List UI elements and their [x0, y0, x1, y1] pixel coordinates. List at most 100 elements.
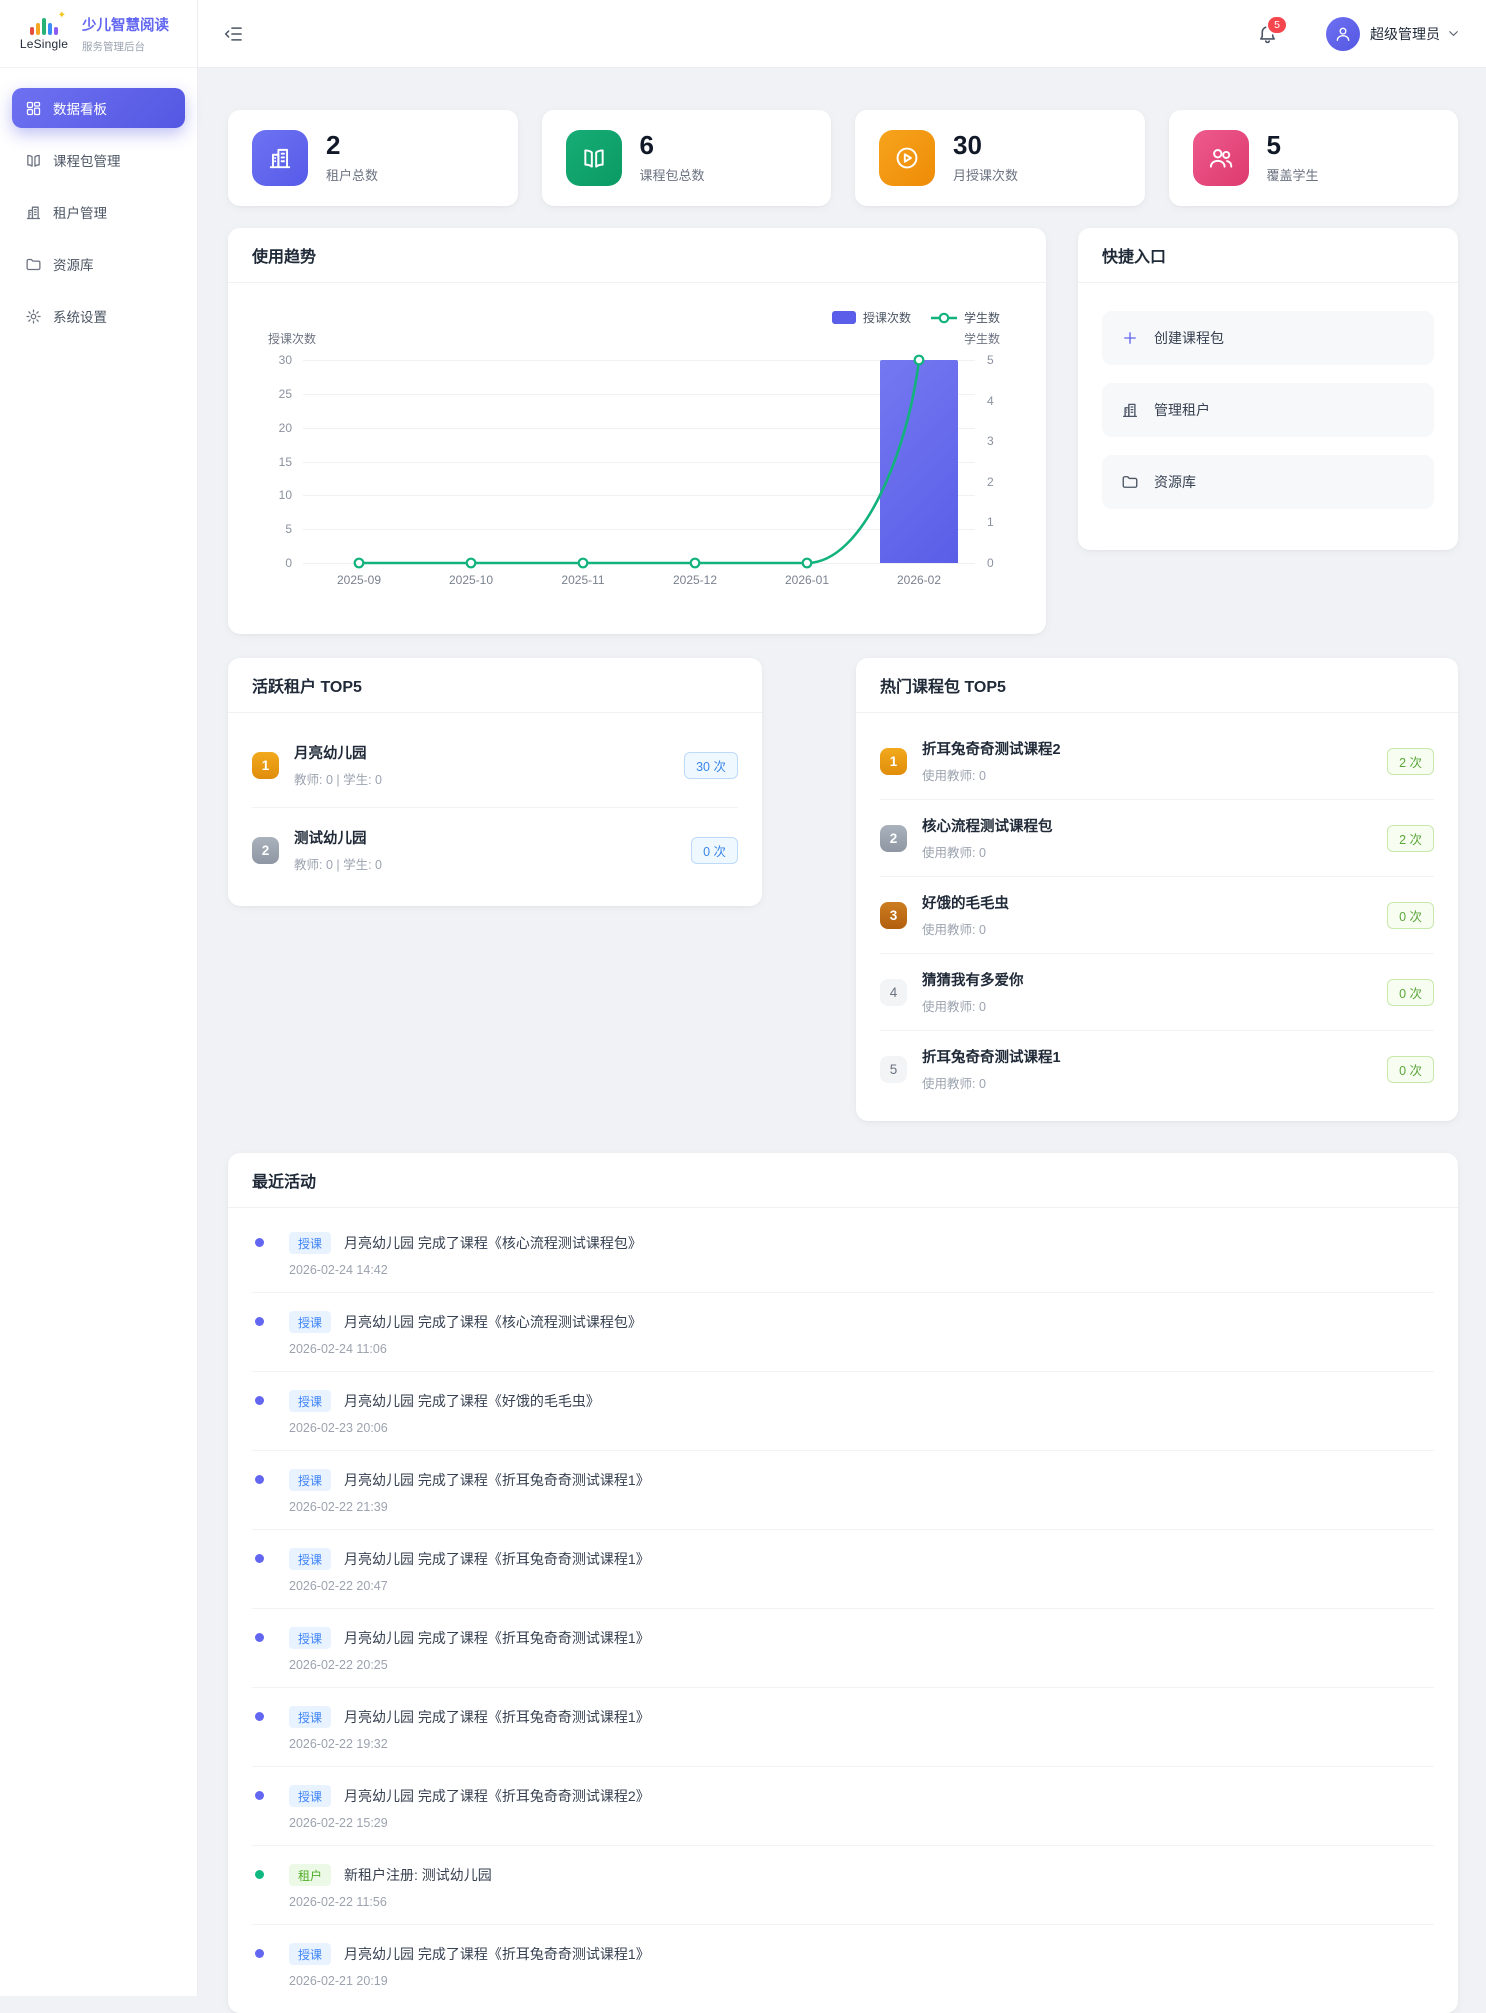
package-rank-item: 2 核心流程测试课程包 使用教师: 0 2 次 [880, 800, 1434, 877]
rank-item-sub: 使用教师: 0 [922, 846, 986, 860]
x-axis-label: 2025-09 [336, 573, 382, 587]
gridline [303, 495, 975, 497]
activity-dot-icon [255, 1949, 264, 1958]
sidebar-item-folder[interactable]: 资源库 [12, 244, 185, 284]
legend-bar-marker-icon [831, 311, 856, 324]
right-tick: 3 [987, 434, 994, 449]
usage-count-pill: 0 次 [1387, 1055, 1434, 1083]
activity-item: 授课 月亮幼儿园 完成了课程《折耳兔奇奇测试课程1》 2026-02-21 20:1… [252, 1925, 1434, 2003]
activity-timestamp: 2026-02-22 19:32 [289, 1737, 388, 1751]
stat-value: 6 [639, 130, 654, 161]
activity-timestamp: 2026-02-24 14:42 [289, 1263, 388, 1277]
activity-timestamp: 2026-02-21 20:19 [289, 1974, 388, 1988]
sidebar-item-label: 课程包管理 [53, 154, 121, 169]
legend-item-lessons[interactable]: 授课次数 [831, 309, 911, 326]
sidebar-item-book[interactable]: 课程包管理 [12, 140, 185, 180]
quick-entry-label: 资源库 [1154, 474, 1196, 490]
stat-icon-wrap [252, 130, 308, 186]
building-icon [25, 204, 42, 221]
activity-item: 授课 月亮幼儿园 完成了课程《核心流程测试课程包》 2026-02-24 11:06 [252, 1293, 1434, 1372]
sidebar: ✦ LeSingle 少儿智慧阅读 服务管理后台 数据看板 课程包管理 租户管理 资源… [0, 0, 198, 1996]
activity-dot-icon [255, 1475, 264, 1484]
stats-row: 2 租户总数 6 课程包总数 30 月授课次数 5 覆盖学生 [228, 110, 1458, 206]
usage-count-pill: 0 次 [1387, 978, 1434, 1006]
user-name[interactable]: 超级管理员 [1370, 25, 1440, 42]
brand-title: 少儿智慧阅读 [82, 17, 169, 34]
stat-value: 5 [1266, 130, 1281, 161]
gridline [303, 393, 975, 395]
rank-item-name: 折耳兔奇奇测试课程2 [922, 742, 1061, 758]
chevron-down-icon[interactable] [1447, 27, 1460, 40]
quick-entry-label: 管理租户 [1154, 402, 1210, 418]
activity-dot-icon [255, 1712, 264, 1721]
quick-entry-building[interactable]: 管理租户 [1102, 383, 1434, 437]
main-content: 2 租户总数 6 课程包总数 30 月授课次数 5 覆盖学生 使用趋势 授课次数 学生数 授课次… [198, 68, 1486, 2013]
rank-badge: 1 [880, 747, 907, 775]
quick-entry-folder[interactable]: 资源库 [1102, 455, 1434, 509]
sidebar-item-label: 系统设置 [53, 310, 107, 325]
quick-entry-label: 创建课程包 [1154, 330, 1224, 346]
right-tick: 0 [987, 556, 994, 570]
stat-label: 月授课次数 [953, 167, 1019, 183]
sidebar-menu: 数据看板课程包管理租户管理资源库系统设置 [0, 68, 197, 336]
chart-legend: 授课次数 学生数 [831, 309, 1000, 326]
rank-item-sub: 使用教师: 0 [922, 769, 986, 783]
activity-item: 授课 月亮幼儿园 完成了课程《核心流程测试课程包》 2026-02-24 14:42 [252, 1214, 1434, 1293]
sidebar-item-building[interactable]: 租户管理 [12, 192, 185, 232]
active-tenants-title: 活跃租户 TOP5 [228, 658, 762, 713]
activity-text: 月亮幼儿园 完成了课程《核心流程测试课程包》 [344, 1235, 642, 1251]
building-icon [267, 145, 293, 171]
rank-item-sub: 使用教师: 0 [922, 1077, 986, 1091]
activity-text: 月亮幼儿园 完成了课程《折耳兔奇奇测试课程1》 [344, 1946, 650, 1962]
activity-tag: 授课 [289, 1785, 332, 1807]
quick-entry-plus[interactable]: 创建课程包 [1102, 311, 1434, 365]
right-tick: 2 [987, 474, 994, 489]
students-line-series [353, 354, 925, 569]
play-icon [894, 145, 920, 171]
brand-logo: ✦ LeSingle [16, 10, 72, 51]
x-axis-label: 2025-10 [448, 573, 494, 587]
sidebar-item-dashboard[interactable]: 数据看板 [12, 88, 185, 128]
activity-timestamp: 2026-02-22 21:39 [289, 1500, 388, 1514]
package-rank-item: 3 好饿的毛毛虫 使用教师: 0 0 次 [880, 877, 1434, 954]
rank-item-sub: 教师: 0 | 学生: 0 [294, 773, 382, 787]
activity-timestamp: 2026-02-22 15:29 [289, 1816, 388, 1830]
brand-logo-text: LeSingle [19, 36, 69, 51]
dashboard-icon [25, 100, 42, 117]
tenant-rank-item: 2 测试幼儿园 教师: 0 | 学生: 0 0 次 [252, 808, 738, 892]
left-tick: 30 [278, 353, 292, 367]
usage-count-pill: 0 次 [691, 836, 738, 864]
activity-dot-icon [255, 1317, 264, 1326]
avatar[interactable] [1326, 16, 1360, 51]
stat-icon-wrap [1192, 130, 1249, 186]
sidebar-item-gear[interactable]: 系统设置 [12, 296, 185, 336]
sidebar-collapse-icon[interactable] [224, 24, 244, 44]
legend-item-students[interactable]: 学生数 [930, 309, 1000, 326]
gridline [303, 360, 975, 361]
hot-packages-title: 热门课程包 TOP5 [856, 658, 1458, 713]
logo-bars-icon: ✦ [30, 10, 66, 35]
folder-icon [25, 256, 42, 273]
stat-label: 课程包总数 [639, 167, 705, 183]
activity-item: 授课 月亮幼儿园 完成了课程《折耳兔奇奇测试课程1》 2026-02-22 19:3… [252, 1688, 1434, 1767]
rank-item-sub: 使用教师: 0 [922, 1000, 986, 1014]
activity-dot-icon [255, 1554, 264, 1563]
right-tick: 4 [987, 393, 994, 408]
activity-text: 月亮幼儿园 完成了课程《好饿的毛毛虫》 [344, 1393, 600, 1409]
stat-icon-wrap [879, 130, 935, 186]
activity-timestamp: 2026-02-22 20:25 [289, 1658, 388, 1672]
active-tenants-card: 活跃租户 TOP5 1 月亮幼儿园 教师: 0 | 学生: 0 30 次 2 测试幼儿园教… [228, 658, 762, 906]
package-rank-item: 4 猜猜我有多爱你 使用教师: 0 0 次 [880, 954, 1434, 1031]
activity-tag: 授课 [289, 1311, 332, 1333]
recent-activity-card: 最近活动 授课 月亮幼儿园 完成了课程《核心流程测试课程包》 2026-02-24 … [228, 1153, 1458, 2013]
left-axis-ticks: 0 5 10 15 20 25 30 [228, 353, 292, 570]
activity-text: 月亮幼儿园 完成了课程《折耳兔奇奇测试课程1》 [344, 1709, 650, 1725]
line-point-marker [913, 354, 925, 366]
activity-dot-icon [255, 1870, 264, 1879]
activity-tag: 授课 [289, 1390, 332, 1412]
x-axis-label: 2025-12 [672, 573, 718, 587]
x-axis-labels: 2025-09 2025-10 2025-11 2025-12 2026-01 2026-… [303, 573, 975, 593]
